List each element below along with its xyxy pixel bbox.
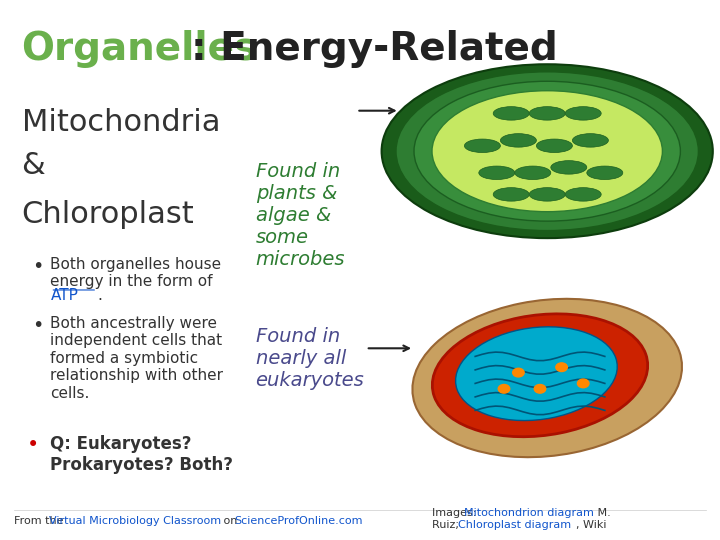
Ellipse shape — [432, 91, 662, 212]
Text: Both ancestrally were
independent cells that
formed a symbiotic
relationship wit: Both ancestrally were independent cells … — [50, 316, 223, 401]
Ellipse shape — [396, 72, 698, 231]
Text: From the: From the — [14, 516, 71, 526]
Ellipse shape — [565, 187, 601, 201]
Text: Q: Eukaryotes?
Prokaryotes? Both?: Q: Eukaryotes? Prokaryotes? Both? — [50, 435, 233, 474]
Text: : Energy-Related: : Energy-Related — [191, 30, 557, 68]
Ellipse shape — [572, 133, 608, 147]
Ellipse shape — [414, 81, 680, 221]
Text: ATP: ATP — [50, 288, 78, 303]
Text: Mitochondrion diagram: Mitochondrion diagram — [464, 508, 594, 518]
Text: M.: M. — [594, 508, 611, 518]
Ellipse shape — [432, 314, 648, 437]
Ellipse shape — [464, 139, 500, 152]
Text: Organelles: Organelles — [22, 30, 258, 68]
Circle shape — [556, 363, 567, 372]
Ellipse shape — [500, 133, 536, 147]
Text: Chloroplast diagram: Chloroplast diagram — [458, 520, 571, 530]
Ellipse shape — [493, 106, 529, 120]
Text: Ruiz;: Ruiz; — [432, 520, 462, 530]
Text: ScienceProfOnline.com: ScienceProfOnline.com — [234, 516, 362, 526]
Ellipse shape — [551, 161, 587, 174]
Circle shape — [577, 379, 589, 388]
Ellipse shape — [536, 139, 572, 152]
Ellipse shape — [456, 327, 617, 421]
Ellipse shape — [587, 166, 623, 179]
Ellipse shape — [493, 187, 529, 201]
Text: •: • — [27, 435, 40, 455]
Text: &: & — [22, 151, 45, 180]
Text: Both organelles house
energy in the form of: Both organelles house energy in the form… — [50, 256, 222, 289]
Text: Found in
plants &
algae &
some
microbes: Found in plants & algae & some microbes — [256, 162, 345, 269]
Text: Virtual Microbiology Classroom: Virtual Microbiology Classroom — [49, 516, 221, 526]
Text: Mitochondria: Mitochondria — [22, 108, 220, 137]
Ellipse shape — [565, 106, 601, 120]
Ellipse shape — [479, 166, 515, 179]
Text: , Wiki: , Wiki — [576, 520, 606, 530]
Text: Images:: Images: — [432, 508, 480, 518]
Ellipse shape — [413, 299, 682, 457]
Text: •: • — [32, 256, 44, 275]
Circle shape — [513, 368, 524, 377]
Text: Chloroplast: Chloroplast — [22, 200, 194, 229]
Text: .: . — [97, 288, 102, 303]
Text: •: • — [32, 316, 44, 335]
Text: on: on — [220, 516, 240, 526]
Circle shape — [498, 384, 510, 393]
Ellipse shape — [515, 166, 551, 179]
Ellipse shape — [382, 64, 713, 238]
Text: Found in
nearly all
eukaryotes: Found in nearly all eukaryotes — [256, 327, 364, 390]
Circle shape — [534, 384, 546, 393]
Ellipse shape — [529, 106, 565, 120]
Ellipse shape — [529, 187, 565, 201]
